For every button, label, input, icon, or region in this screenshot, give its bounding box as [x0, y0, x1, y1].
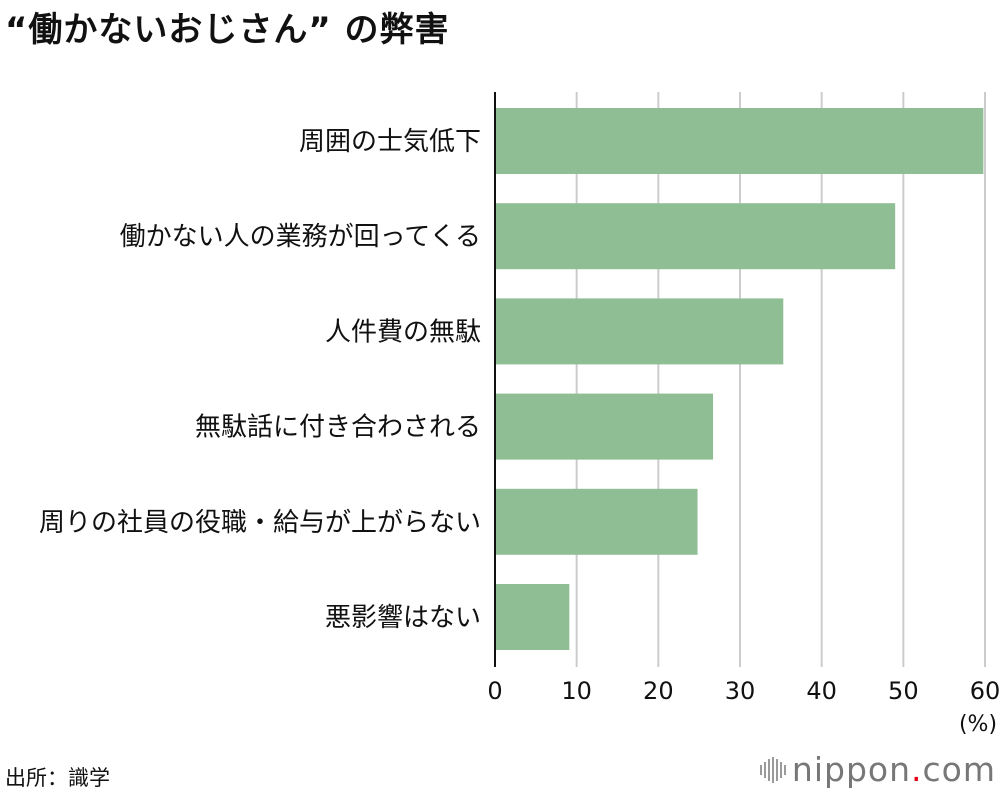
bar — [495, 584, 570, 650]
bar — [495, 488, 698, 555]
category-label: 周りの社員の役職・給与が上がらない — [39, 508, 481, 538]
category-label: 働かない人の業務が回ってくる — [120, 222, 481, 252]
x-tick-label: 30 — [725, 677, 756, 705]
category-label: 無駄話に付き合わされる — [195, 413, 481, 443]
bar — [495, 108, 984, 174]
bar — [495, 298, 784, 365]
bar — [495, 393, 714, 460]
logo-bars-icon — [759, 756, 786, 783]
category-label: 周囲の士気低下 — [299, 127, 481, 157]
x-tick-label: 50 — [888, 677, 919, 705]
category-label: 悪影響はない — [325, 603, 481, 633]
source-note: 出所：識学 — [5, 766, 110, 790]
category-label: 人件費の無駄 — [325, 317, 481, 347]
bar — [495, 203, 896, 270]
x-tick-label: 0 — [487, 677, 502, 705]
chart-title: “働かないおじさん” の弊害 — [5, 10, 450, 50]
x-tick-label: 40 — [806, 677, 837, 705]
logo-text: nippon.com — [791, 750, 996, 789]
unit-label: (%) — [959, 712, 997, 737]
x-tick-label: 20 — [643, 677, 674, 705]
x-tick-label: 10 — [561, 677, 592, 705]
x-tick-label: 60 — [970, 677, 1000, 705]
nippon-logo: nippon.com — [759, 750, 996, 789]
